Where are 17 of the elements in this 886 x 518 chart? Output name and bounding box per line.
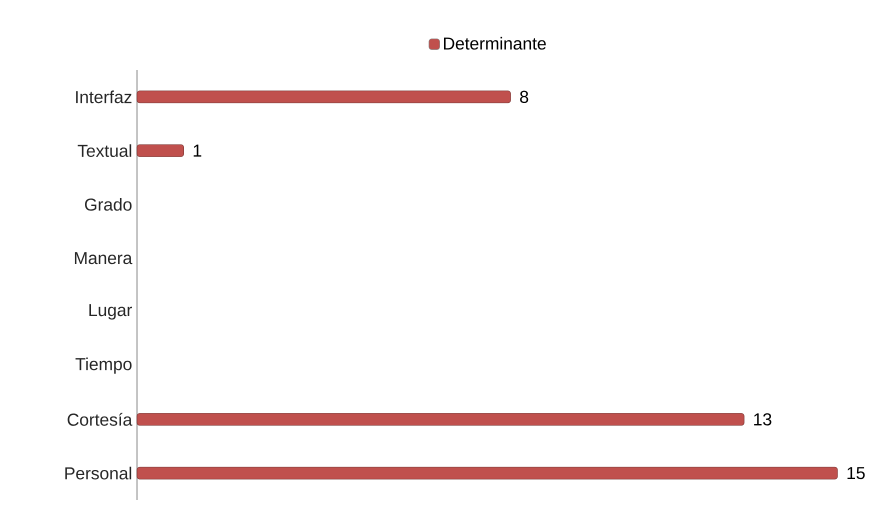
- y-tick-label: Manera: [74, 252, 132, 264]
- bar: [136, 144, 184, 157]
- bar: [136, 90, 511, 104]
- legend-label: Determinante: [444, 36, 546, 50]
- y-tick-label: Interfaz: [76, 90, 132, 104]
- y-tick-label: Tiempo: [76, 358, 132, 374]
- y-tick-label: Grado: [85, 198, 132, 211]
- y-tick-label: Personal: [65, 466, 132, 480]
- y-tick-label: Cortesía: [68, 412, 132, 426]
- data-label: 1: [194, 144, 202, 157]
- bar: [136, 413, 744, 426]
- data-label: 8: [520, 90, 528, 104]
- bar: [136, 466, 838, 480]
- y-tick-label: Textual: [78, 144, 132, 157]
- y-tick-label: Lugar: [89, 304, 132, 320]
- data-label: 15: [848, 467, 865, 480]
- data-label: 13: [754, 413, 772, 426]
